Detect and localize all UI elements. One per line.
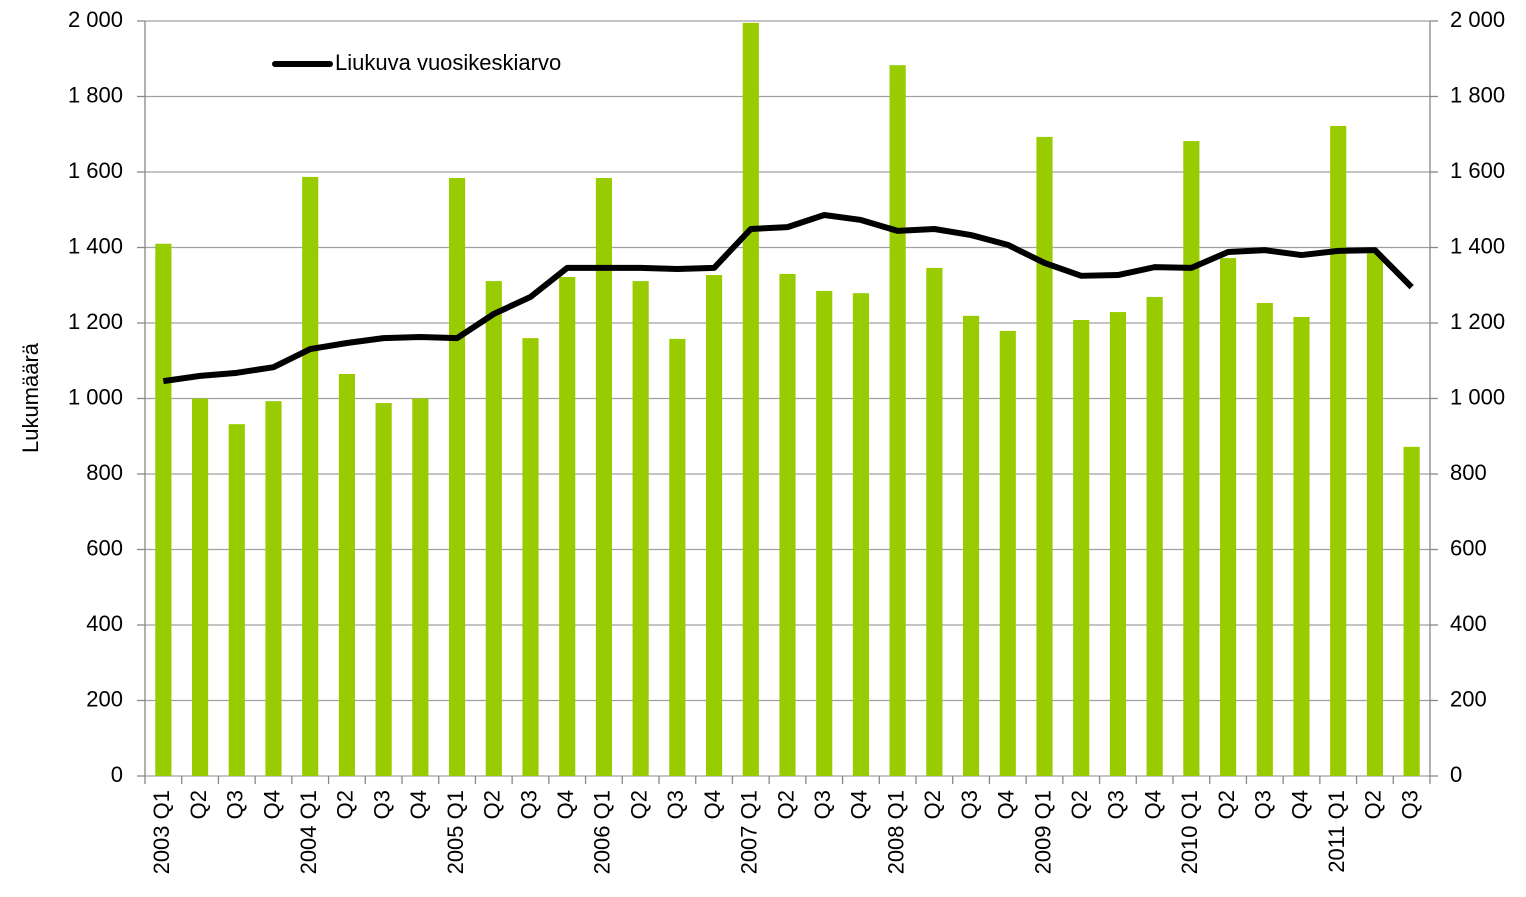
bar bbox=[1403, 446, 1420, 776]
bar bbox=[522, 338, 539, 776]
y-tick-label: 1 400 bbox=[68, 233, 123, 258]
bar bbox=[485, 281, 502, 776]
x-tick-label: 2008 Q1 bbox=[883, 790, 908, 874]
y2-tick-label: 400 bbox=[1450, 611, 1487, 636]
x-tick-label: 2004 Q1 bbox=[296, 790, 321, 874]
x-tick-label: 2003 Q1 bbox=[149, 790, 174, 874]
bar bbox=[412, 398, 429, 776]
line bbox=[162, 212, 1414, 385]
y2-tick-label: 1 600 bbox=[1450, 158, 1505, 183]
x-tick-label: Q4 bbox=[700, 790, 725, 819]
x-tick-label: Q2 bbox=[333, 790, 358, 819]
x-tick-label: Q2 bbox=[1067, 790, 1092, 819]
bar bbox=[265, 401, 282, 776]
y2-tick-label: 800 bbox=[1450, 460, 1487, 485]
bar bbox=[926, 267, 943, 776]
x-tick-label: 2010 Q1 bbox=[1177, 790, 1202, 874]
y2-tick-label: 2 000 bbox=[1450, 7, 1505, 32]
x-tick-label: 2009 Q1 bbox=[1030, 790, 1055, 874]
y-tick-label: 1 200 bbox=[68, 309, 123, 334]
y2-tick-label: 1 200 bbox=[1450, 309, 1505, 334]
x-tick-label: Q2 bbox=[773, 790, 798, 819]
bar bbox=[742, 22, 759, 776]
bar bbox=[155, 243, 172, 777]
x-tick-label: Q3 bbox=[1251, 790, 1276, 819]
y2-tick-label: 1 800 bbox=[1450, 82, 1505, 107]
bar bbox=[1183, 141, 1200, 777]
y2-tick-label: 0 bbox=[1450, 762, 1462, 787]
x-tick-label: Q2 bbox=[1361, 790, 1386, 819]
x-tick-label: Q3 bbox=[957, 790, 982, 819]
bar bbox=[1366, 253, 1384, 777]
bar bbox=[191, 398, 209, 776]
x-tick-label: 2006 Q1 bbox=[590, 790, 615, 874]
x-tick-label: Q3 bbox=[516, 790, 541, 819]
x-tick-label: Q4 bbox=[1140, 790, 1165, 819]
x-tick-label: Q3 bbox=[369, 790, 394, 819]
bar bbox=[705, 275, 723, 776]
y-tick-label: 1 000 bbox=[68, 384, 123, 409]
x-tick-label: Q4 bbox=[259, 790, 284, 819]
bar bbox=[1146, 296, 1163, 776]
x-tick-label: Q2 bbox=[186, 790, 211, 819]
x-tick-label: Q4 bbox=[847, 790, 872, 819]
bar bbox=[999, 330, 1016, 776]
x-tick-label: Q4 bbox=[406, 790, 431, 819]
x-tick-label: Q3 bbox=[223, 790, 248, 819]
x-tick-label: Q2 bbox=[920, 790, 945, 819]
y-tick-label: 1 800 bbox=[68, 82, 123, 107]
y-tick-label: 1 600 bbox=[68, 158, 123, 183]
y-tick-label: 600 bbox=[86, 535, 123, 560]
x-tick-label: Q3 bbox=[1397, 790, 1422, 819]
bar bbox=[595, 178, 613, 777]
x-tick-label: Q3 bbox=[663, 790, 688, 819]
bar bbox=[632, 281, 649, 776]
x-tick-label: Q2 bbox=[1214, 790, 1239, 819]
y2-tick-label: 1 400 bbox=[1450, 233, 1505, 258]
y-tick-label: 0 bbox=[111, 762, 123, 787]
bar bbox=[1293, 316, 1310, 776]
y2-tick-label: 600 bbox=[1450, 535, 1487, 560]
bar bbox=[1073, 319, 1090, 776]
bar bbox=[962, 315, 980, 776]
y-axis-label: Lukumäärä bbox=[18, 342, 43, 453]
bar bbox=[889, 65, 906, 777]
x-tick-label: Q3 bbox=[1104, 790, 1129, 819]
bar bbox=[1219, 258, 1237, 776]
bar bbox=[448, 178, 466, 777]
x-tick-label: 2011 Q1 bbox=[1324, 790, 1349, 873]
y-tick-label: 400 bbox=[86, 611, 123, 636]
bar bbox=[302, 176, 319, 777]
x-tick-label: 2005 Q1 bbox=[443, 790, 468, 874]
bar bbox=[669, 338, 686, 776]
y-tick-label: 800 bbox=[86, 460, 123, 485]
bar bbox=[559, 276, 576, 776]
bar bbox=[779, 273, 796, 776]
x-tick-label: Q4 bbox=[994, 790, 1019, 819]
bar bbox=[816, 290, 833, 776]
legend-label: Liukuva vuosikeskiarvo bbox=[335, 50, 561, 75]
y-tick-label: 2 000 bbox=[68, 7, 123, 32]
bar bbox=[1036, 136, 1053, 776]
x-tick-label: Q4 bbox=[553, 790, 578, 819]
bar bbox=[338, 373, 356, 776]
bar bbox=[1256, 302, 1273, 776]
x-tick-label: Q2 bbox=[480, 790, 505, 819]
y2-tick-label: 200 bbox=[1450, 686, 1487, 711]
bar bbox=[1330, 125, 1347, 776]
x-tick-label: 2007 Q1 bbox=[737, 790, 762, 874]
x-tick-label: Q2 bbox=[626, 790, 651, 819]
bar bbox=[1109, 312, 1127, 776]
x-tick-label: Q3 bbox=[810, 790, 835, 819]
bar bbox=[228, 424, 245, 776]
bar bbox=[852, 293, 870, 776]
x-tick-label: Q4 bbox=[1287, 790, 1312, 819]
bar bbox=[375, 403, 392, 776]
y2-tick-label: 1 000 bbox=[1450, 384, 1505, 409]
y-tick-label: 200 bbox=[86, 686, 123, 711]
